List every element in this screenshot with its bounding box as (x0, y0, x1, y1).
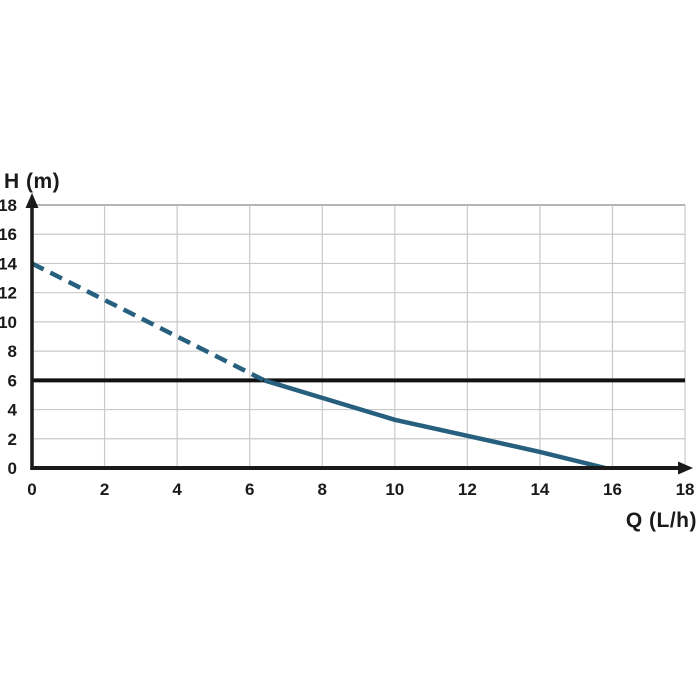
y-tick-label: 16 (0, 225, 17, 244)
chart-series (30, 261, 606, 471)
y-tick-label: 0 (8, 459, 17, 478)
chart-grid (32, 204, 686, 468)
x-axis-arrow (678, 461, 694, 475)
y-tick-label: 10 (0, 313, 17, 332)
y-tick-label: 2 (8, 430, 17, 449)
y-tick-label: 4 (8, 401, 18, 420)
x-tick-label: 2 (100, 480, 109, 499)
pump-curve-above-reference (30, 261, 266, 383)
x-tick-label: 6 (245, 480, 254, 499)
x-tick-label: 18 (676, 480, 695, 499)
x-tick-label: 8 (318, 480, 327, 499)
y-tick-label: 18 (0, 196, 17, 215)
x-tick-label: 12 (458, 480, 477, 499)
chart-tick-labels: 0 2 4 6 8 10 12 14 16 18 0 2 4 6 8 10 12 14 16 18 (0, 196, 695, 499)
x-tick-label: 16 (603, 480, 622, 499)
y-tick-label: 12 (0, 284, 17, 303)
x-axis-title: Q (L/h) (626, 509, 697, 532)
x-tick-label: 4 (172, 480, 182, 499)
y-tick-label: 14 (0, 254, 18, 273)
chart-axes (25, 193, 694, 475)
x-tick-label: 10 (385, 480, 404, 499)
y-axis-title: H (m) (4, 170, 60, 193)
y-tick-label: 8 (8, 342, 17, 361)
y-axis-arrow (25, 193, 39, 209)
y-tick-label: 6 (8, 371, 17, 390)
x-tick-label: 0 (27, 480, 36, 499)
pump-curve-below-reference (263, 378, 606, 471)
x-tick-label: 14 (530, 480, 549, 499)
